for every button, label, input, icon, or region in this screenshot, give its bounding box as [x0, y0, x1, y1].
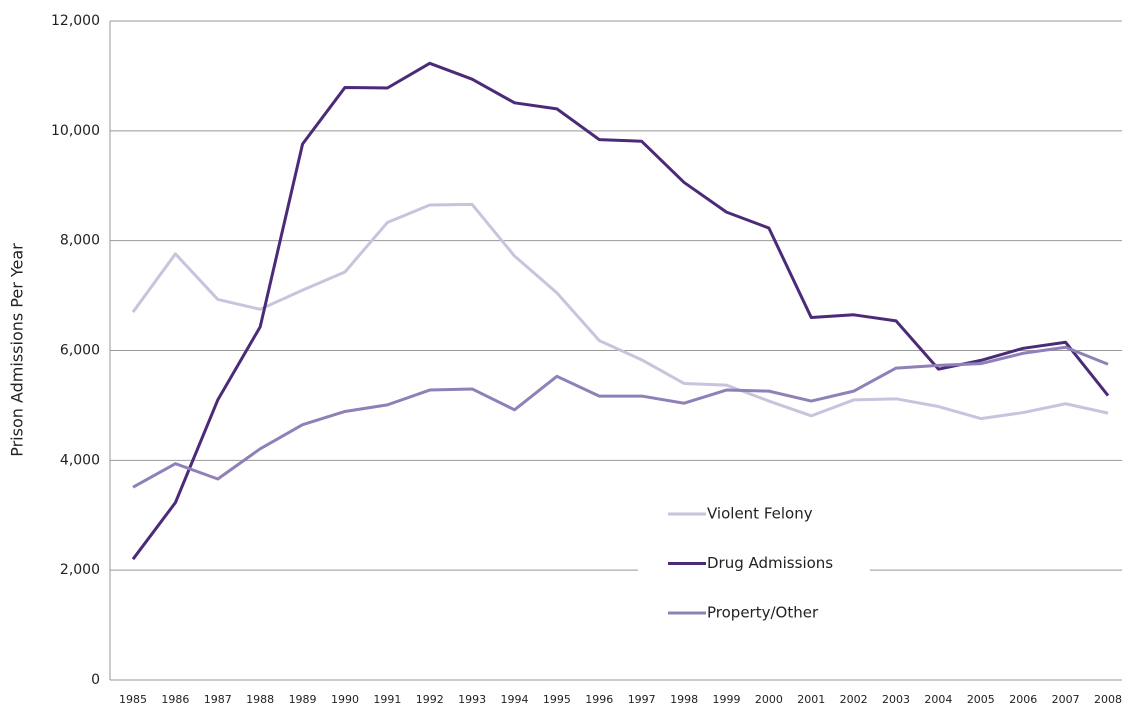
line-series [131, 202, 1109, 421]
x-tick-label: 1993 [458, 693, 486, 706]
x-tick-label: 1989 [289, 693, 317, 706]
x-tick-label: 1988 [246, 693, 274, 706]
x-tick-label: 1990 [331, 693, 359, 706]
y-tick-label: 6,000 [60, 343, 100, 359]
x-tick-label: 2004 [924, 693, 952, 706]
y-tick-label: 0 [91, 672, 100, 688]
x-tick-label: 1985 [119, 693, 147, 706]
y-tick-label: 2,000 [60, 562, 100, 578]
legend-label: Violent Felony [707, 505, 813, 523]
y-tick-label: 12,000 [51, 13, 100, 29]
x-tick-label: 1994 [501, 693, 529, 706]
x-tick-label: 1987 [204, 693, 232, 706]
line-series [132, 345, 1109, 489]
x-tick-label: 1986 [161, 693, 189, 706]
legend-label: Property/Other [707, 604, 819, 622]
y-axis-label: Prison Admissions Per Year [8, 243, 27, 457]
x-tick-label: 1995 [543, 693, 571, 706]
x-tick-label: 2000 [755, 693, 783, 706]
x-tick-label: 1999 [712, 693, 740, 706]
x-tick-label: 1996 [585, 693, 613, 706]
x-tick-label: 2008 [1094, 693, 1122, 706]
x-tick-label: 1991 [373, 693, 401, 706]
y-tick-label: 4,000 [60, 452, 100, 468]
legend-label: Drug Admissions [707, 554, 833, 572]
y-tick-label: 10,000 [51, 123, 100, 139]
x-tick-label: 1992 [416, 693, 444, 706]
y-tick-label: 8,000 [60, 233, 100, 249]
x-tick-label: 2002 [840, 693, 868, 706]
x-tick-label: 1997 [628, 693, 656, 706]
x-tick-label: 1998 [670, 693, 698, 706]
x-tick-label: 2001 [797, 693, 825, 706]
line-series [131, 61, 1110, 561]
x-tick-label: 2006 [1009, 693, 1037, 706]
x-tick-label: 2007 [1052, 693, 1080, 706]
x-tick-label: 2005 [967, 693, 995, 706]
x-tick-label: 2003 [882, 693, 910, 706]
